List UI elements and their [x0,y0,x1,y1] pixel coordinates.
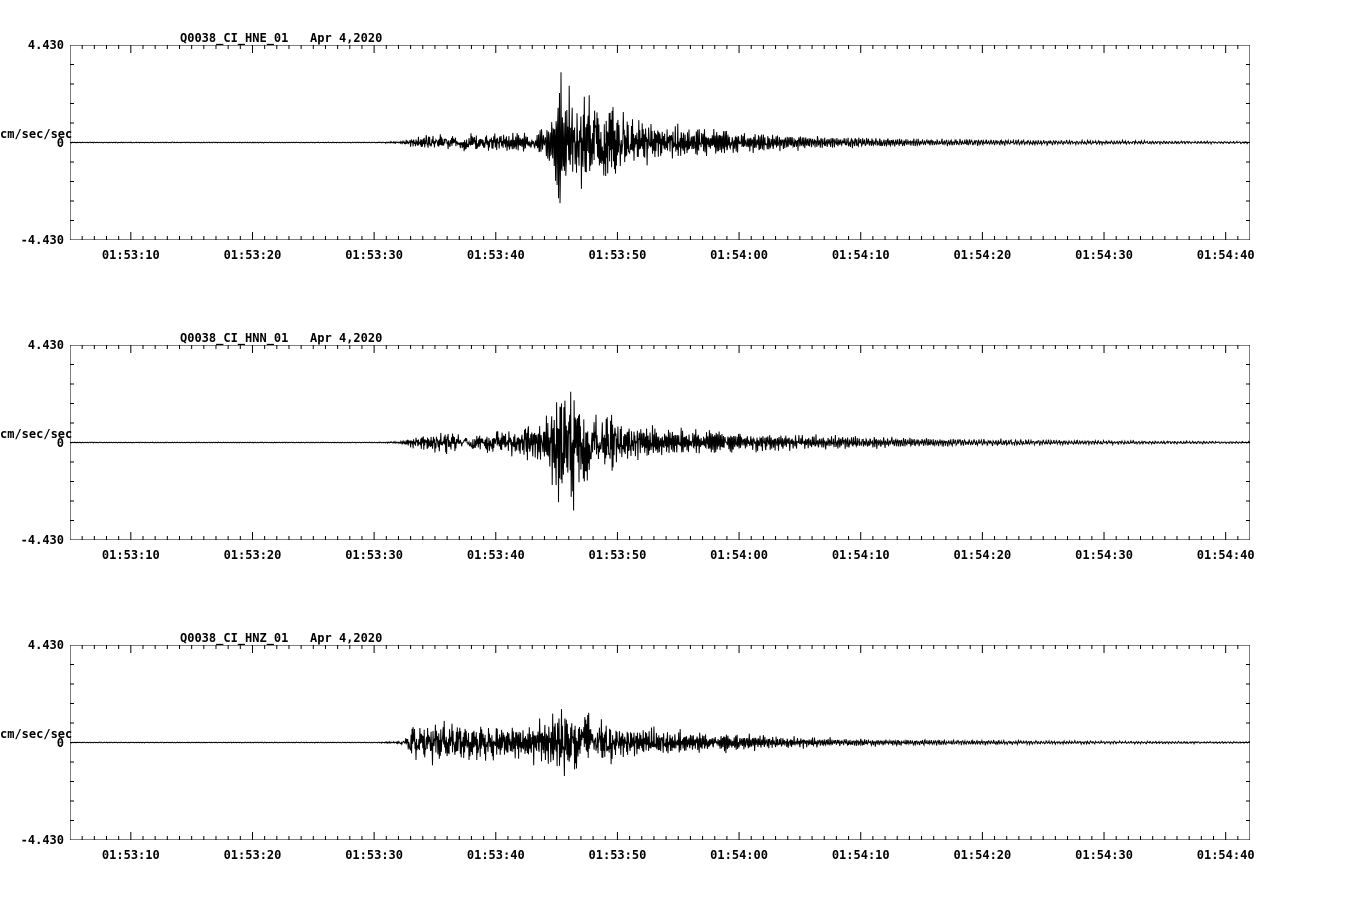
x-tick-label: 01:54:30 [1075,248,1133,262]
x-tick-label: 01:53:40 [467,548,525,562]
x-tick-label: 01:53:50 [589,848,647,862]
x-tick-label: 01:54:20 [953,848,1011,862]
x-tick-label: 01:53:30 [345,548,403,562]
waveform-plot [70,645,1250,840]
panel-title: Q0038_CI_HNE_01 Apr 4,2020 [180,31,382,45]
x-tick-label: 01:54:10 [832,248,890,262]
x-tick-label: 01:53:20 [224,248,282,262]
x-tick-label: 01:54:30 [1075,848,1133,862]
x-tick-label: 01:53:10 [102,548,160,562]
x-tick-label: 01:53:30 [345,848,403,862]
x-tick-label: 01:54:30 [1075,548,1133,562]
seismogram-figure: Q0038_CI_HNE_01 Apr 4,2020cm/sec/sec-4.4… [0,0,1358,924]
x-tick-label: 01:54:00 [710,848,768,862]
x-tick-label: 01:53:10 [102,848,160,862]
x-tick-label: 01:53:30 [345,248,403,262]
waveform-plot [70,45,1250,240]
x-tick-label: 01:53:10 [102,248,160,262]
x-tick-label: 01:54:20 [953,548,1011,562]
x-tick-label: 01:53:50 [589,548,647,562]
panel-title: Q0038_CI_HNZ_01 Apr 4,2020 [180,631,382,645]
x-tick-label: 01:53:20 [224,848,282,862]
x-tick-label: 01:54:40 [1197,548,1255,562]
x-tick-label: 01:53:40 [467,848,525,862]
waveform-trace [70,709,1250,776]
x-tick-label: 01:53:50 [589,248,647,262]
waveform-trace [70,72,1250,203]
y-tick-label: 0 [0,436,64,450]
panel-title: Q0038_CI_HNN_01 Apr 4,2020 [180,331,382,345]
y-tick-label: -4.430 [0,833,64,847]
y-tick-label: -4.430 [0,233,64,247]
waveform-trace [70,392,1250,511]
y-tick-label: 4.430 [0,38,64,52]
waveform-plot [70,345,1250,540]
x-tick-label: 01:54:00 [710,548,768,562]
x-tick-label: 01:54:20 [953,248,1011,262]
y-tick-label: 4.430 [0,338,64,352]
x-tick-label: 01:54:10 [832,848,890,862]
x-tick-label: 01:53:20 [224,548,282,562]
x-tick-label: 01:54:00 [710,248,768,262]
x-tick-label: 01:54:40 [1197,248,1255,262]
x-tick-label: 01:54:10 [832,548,890,562]
y-tick-label: -4.430 [0,533,64,547]
y-tick-label: 0 [0,136,64,150]
x-tick-label: 01:53:40 [467,248,525,262]
y-tick-label: 4.430 [0,638,64,652]
y-tick-label: 0 [0,736,64,750]
x-tick-label: 01:54:40 [1197,848,1255,862]
